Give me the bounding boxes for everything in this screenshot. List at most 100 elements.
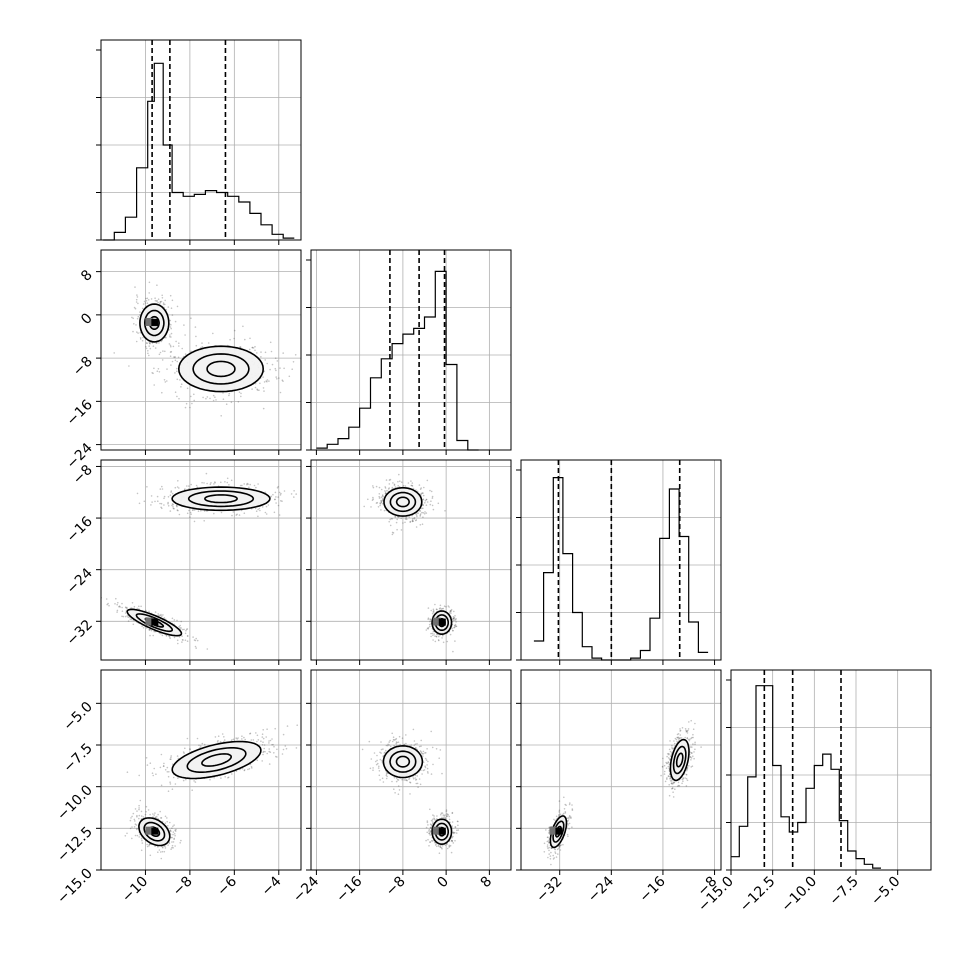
sample-point <box>397 779 400 781</box>
sample-point <box>395 741 398 743</box>
sample-point <box>454 619 456 621</box>
sample-point <box>178 345 180 347</box>
sample-point <box>176 505 178 508</box>
sample-point <box>142 303 145 305</box>
sample-point <box>422 507 424 510</box>
sample-point <box>130 618 133 621</box>
sample-point <box>226 477 229 480</box>
sample-point <box>395 780 398 783</box>
sample-point <box>433 817 435 819</box>
sample-point <box>402 522 404 524</box>
sample-point <box>169 830 171 832</box>
sample-point <box>416 782 419 785</box>
sample-point <box>276 378 278 380</box>
sample-point <box>180 383 183 386</box>
sample-point <box>181 628 184 631</box>
sample-point <box>174 372 176 374</box>
sample-point <box>444 817 447 820</box>
sample-point <box>454 615 456 617</box>
sample-point <box>275 502 277 504</box>
sample-point <box>277 485 280 488</box>
sample-point <box>403 743 405 746</box>
sample-point <box>372 496 374 499</box>
sample-point <box>429 823 432 825</box>
sample-point <box>389 739 391 742</box>
sample-point <box>557 853 559 855</box>
sample-point <box>276 756 278 758</box>
sample-point <box>379 502 381 504</box>
sample-point <box>453 626 456 629</box>
sample-point <box>265 513 268 515</box>
sample-point <box>163 762 165 765</box>
sample-point <box>150 298 153 300</box>
sample-point <box>446 847 449 850</box>
sample-point <box>393 484 396 487</box>
sample-point <box>415 778 418 781</box>
sample-point <box>410 484 413 487</box>
sample-point <box>442 814 445 816</box>
sample-point <box>243 483 245 485</box>
sample-point <box>236 513 238 516</box>
sample-point <box>427 607 430 609</box>
sample-point <box>272 493 274 496</box>
sample-point <box>186 387 189 390</box>
sample-point <box>548 842 550 844</box>
sample-point <box>282 733 285 736</box>
sample-point <box>565 804 567 806</box>
sample-point <box>206 396 209 398</box>
sample-point <box>397 484 400 487</box>
sample-point <box>178 487 180 489</box>
sample-point <box>451 811 454 814</box>
sample-point <box>129 618 131 620</box>
sample-point <box>154 812 156 814</box>
sample-point <box>180 386 182 388</box>
sample-point <box>448 844 451 847</box>
sample-point <box>428 832 430 834</box>
sample-point <box>406 779 408 782</box>
sample-point <box>169 637 171 639</box>
sample-point <box>397 793 400 795</box>
sample-point <box>227 777 229 779</box>
sample-point <box>264 511 267 514</box>
sample-point <box>160 506 162 509</box>
sample-point <box>457 829 460 831</box>
sample-point <box>133 818 136 821</box>
sample-point <box>178 513 181 516</box>
sample-point <box>164 847 167 849</box>
sample-point <box>416 490 419 493</box>
sample-point <box>273 511 276 514</box>
sample-point <box>244 338 246 341</box>
sample-point <box>134 307 137 310</box>
sample-point <box>134 286 136 288</box>
sample-point <box>388 744 391 746</box>
sample-point <box>156 370 159 373</box>
sample-point <box>266 728 268 730</box>
sample-point <box>426 771 429 773</box>
sample-point <box>190 483 192 486</box>
sample-point <box>154 299 157 302</box>
sample-point <box>169 781 171 783</box>
sample-point <box>177 642 179 645</box>
sample-point <box>275 369 277 372</box>
sample-point <box>170 491 172 493</box>
sample-point <box>448 612 451 614</box>
sample-point <box>169 510 172 512</box>
sample-point <box>159 766 162 769</box>
sample-point <box>419 515 422 517</box>
sample-point <box>410 480 412 482</box>
sample-point <box>420 745 422 747</box>
sample-point <box>212 399 215 402</box>
sample-point <box>262 387 265 389</box>
sample-point <box>158 353 161 356</box>
sample-point <box>173 636 176 639</box>
sample-point <box>201 342 203 344</box>
sample-point <box>153 814 155 816</box>
sample-point <box>125 607 127 609</box>
sample-point <box>148 341 151 344</box>
sample-point <box>444 510 446 512</box>
sample-point <box>554 819 556 822</box>
sample-point <box>381 498 384 500</box>
sample-point <box>262 737 265 740</box>
sample-point <box>171 836 173 839</box>
sample-point <box>392 738 395 741</box>
